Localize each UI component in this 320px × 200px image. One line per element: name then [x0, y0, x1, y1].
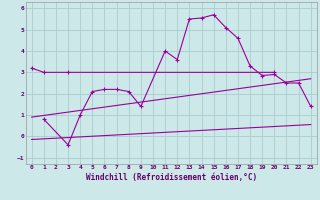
- X-axis label: Windchill (Refroidissement éolien,°C): Windchill (Refroidissement éolien,°C): [86, 173, 257, 182]
